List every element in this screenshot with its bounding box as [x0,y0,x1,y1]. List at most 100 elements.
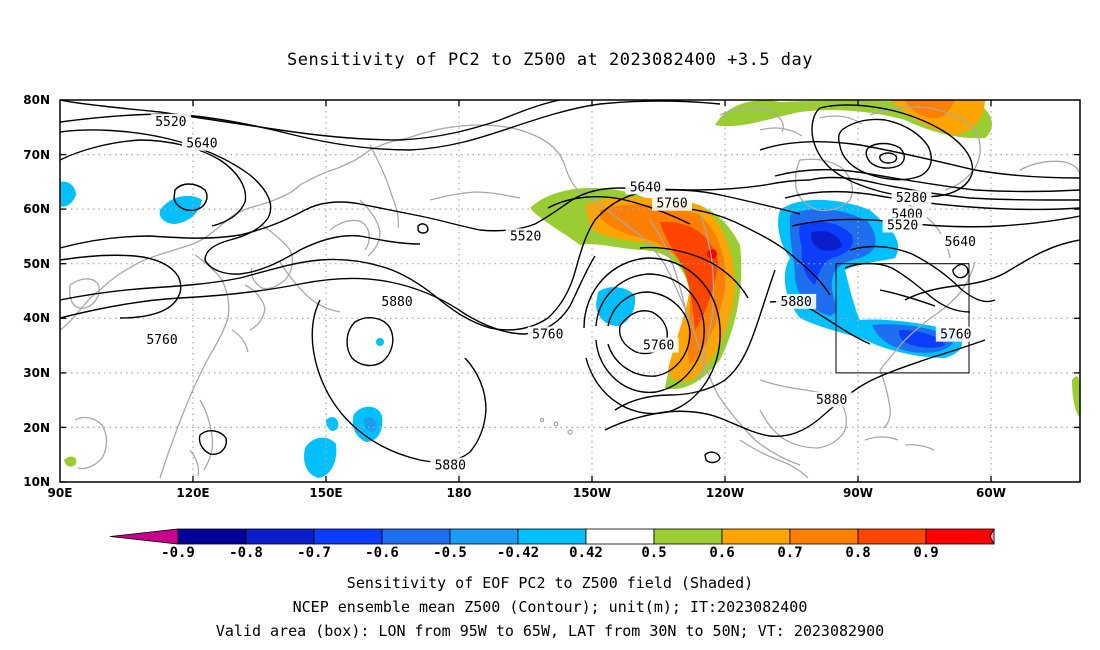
contour-label-bg [940,233,981,249]
caption-shading: Sensitivity of EOF PC2 to Z500 field (Sh… [346,574,754,592]
colorbar-segment [585,528,655,545]
colorbar-segment [381,528,451,545]
contour-label-bg [882,217,923,233]
lat-tick-label: 70N [23,148,50,162]
contour-label-text: 5280 [896,191,927,206]
contour-label-bg [505,228,546,244]
tick-marks [60,99,1080,483]
contour-label-text: 5880 [381,295,412,310]
colorbar-label: 0.6 [709,545,735,561]
colorbar-segment [177,528,247,545]
map-title: Sensitivity of PC2 to Z500 at 2023082400… [286,50,813,70]
colorbar-label: 0.7 [777,545,803,561]
contour-label-text: 5640 [186,137,217,152]
contour-label-bg [625,179,666,195]
colorbar-label: -0.7 [297,545,331,561]
contour-label: 5760 [142,332,182,348]
contour-label-text: 5520 [887,219,918,234]
positive-region-greenland-redorange [905,100,955,119]
contour-label-bg [377,293,418,309]
contour-label-bg [181,135,222,151]
colorbar-label: -0.9 [161,545,195,561]
contour-label: 5640 [625,179,666,195]
lon-tick-label: 120E [176,486,209,500]
contour-label-text: 5880 [816,393,847,408]
contour-label: 5880 [430,457,471,474]
lat-tick-label: 10N [23,475,50,489]
colorbar-segment [449,528,519,545]
contour-label-bg [527,326,568,342]
contour-label: 5880 [811,392,852,408]
coastlines [60,106,1080,479]
contour-label: 5640 [940,233,981,250]
colorbar-label: 0.5 [641,545,667,561]
contour-label: 5880 [776,293,817,310]
colorbar-labels: -0.9 -0.8 -0.7 -0.6 -0.5 -0.42 0.42 0.5 0.6 0.7 0.… [0,545,1100,565]
lat-tick-label: 60N [23,202,50,216]
contour-label-text: 5760 [643,339,674,354]
contour-label-text: 5520 [510,229,541,244]
contour-label-text: 5520 [155,115,186,130]
caption-valid-area: Valid area (box): LON from 95W to 65W, L… [215,622,885,640]
plot-frame [59,99,1081,483]
lon-tick-label: 90E [48,486,73,500]
contour-label-text: 5880 [435,459,466,474]
lat-tick-label: 40N [23,311,50,325]
lon-tick-label: 90W [843,486,873,500]
lon-tick-label: 180 [446,486,471,500]
colorbar [109,528,995,545]
negative-region-pacific-south-mid [363,416,377,432]
sensitivity-shading [60,100,1080,478]
valid-area-box [835,263,970,374]
lat-tick-label: 80N [23,93,50,107]
contour-label-bg [811,392,852,408]
contour-label-bg [142,332,182,348]
colorbar-segment [245,528,315,545]
colorbar-segment [721,528,791,545]
positive-region-east-green [1072,376,1080,418]
colorbar-high-end [989,528,995,545]
contour-label: 5640 [181,135,222,152]
contour-label-bg [891,190,932,206]
lon-tick-label: 60W [976,486,1006,500]
colorbar-label: -0.8 [229,545,263,561]
lon-tick-label: 150E [309,486,342,500]
colorbar-segment [789,528,859,545]
colorbar-segment [925,528,995,545]
positive-region-sw-green [64,456,77,467]
z500-contours [60,100,1080,464]
lat-tick-labels: 80N 70N 60N 50N 40N 30N 20N 10N [23,93,50,489]
contour-label: 5520 [150,113,191,130]
contour-label: 5520 [505,228,546,244]
contour-label-bg [935,326,976,342]
negative-region-small-1 [326,417,339,431]
contour-label-text: 5640 [630,180,661,195]
colorbar-label: 0.9 [913,545,939,561]
negative-region-pacific-far-south [304,437,337,478]
contour-label-bg [150,113,191,129]
negative-region-pacific-low [596,287,636,326]
negative-region-great-lakes-core [811,230,842,251]
colorbar-low-end [109,528,179,545]
contour-label: 5760 [935,326,976,343]
lat-tick-label: 20N [23,421,50,435]
negative-region-small-2 [376,338,384,346]
lon-tick-labels: 90E 120E 150E 180 150W 120W 90W 60W [48,486,1006,500]
contour-label-text: 5760 [940,328,971,343]
contour-label: 5520 [882,217,923,234]
colorbar-segment [857,528,927,545]
negative-region-west-edge [60,181,76,207]
contour-label-bg [776,293,817,309]
lon-tick-label: 150W [573,486,611,500]
caption-contour: NCEP ensemble mean Z500 (Contour); unit(… [292,598,808,616]
contour-label-text: 5760 [146,333,177,348]
colorbar-segment [517,528,587,545]
colorbar-label: 0.42 [569,545,603,561]
contour-label: 5760 [527,326,568,343]
contour-label: 5760 [638,337,679,354]
positive-region-red-orange [660,221,718,330]
contour-label-text: 5760 [532,328,563,343]
contour-label-bg [430,457,471,473]
